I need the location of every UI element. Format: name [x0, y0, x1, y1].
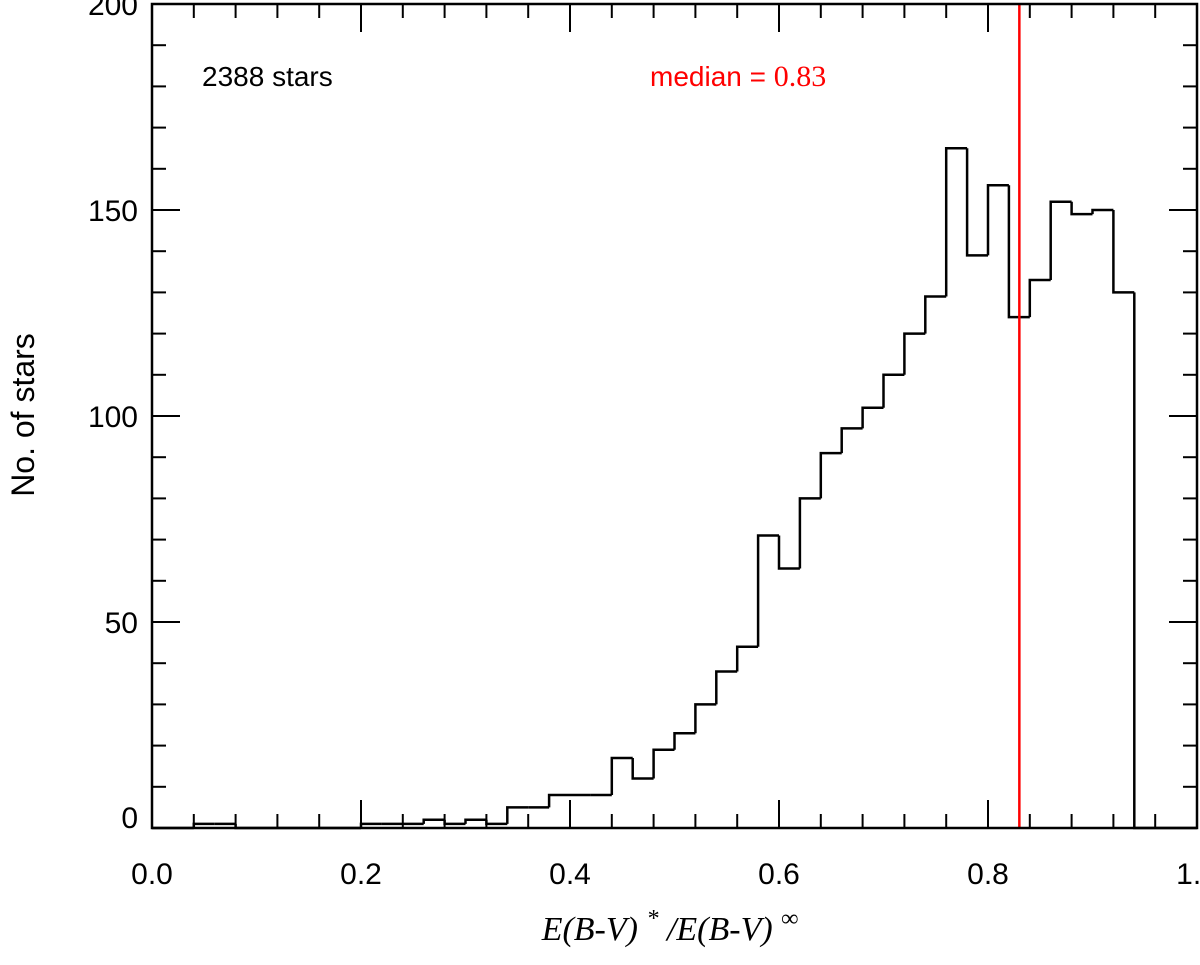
x-tick-labels: 0.0 0.2 0.4 0.6 0.8 1.0	[131, 858, 1200, 891]
x-tick-label: 0.6	[758, 858, 800, 891]
star-count-annotation: 2388 stars	[202, 61, 333, 92]
histogram-bin	[1133, 292, 1156, 830]
x-tick-label: 1.0	[1176, 858, 1200, 891]
median-label-text: median =	[650, 61, 774, 92]
histogram-bin	[924, 295, 947, 334]
histogram-bin	[882, 373, 905, 408]
histogram-bin	[1070, 201, 1093, 216]
histogram-bin	[694, 703, 717, 734]
x-axis-label-main: E(B-V)	[541, 911, 638, 948]
x-axis-label-sup2: ∞	[781, 906, 798, 932]
histogram-bin	[547, 793, 570, 808]
histogram-bin	[1112, 210, 1135, 294]
histogram-bars	[152, 146, 1197, 830]
histogram-bin	[965, 148, 988, 257]
histogram-bin	[986, 184, 1009, 256]
y-tick-labels: 0 50 100 150 200	[88, 0, 138, 835]
y-tick-label: 150	[88, 195, 138, 228]
y-tick-label: 100	[88, 401, 138, 434]
histogram-bin	[631, 757, 654, 780]
histogram-bin	[464, 818, 487, 824]
histogram-bin	[1049, 200, 1072, 281]
median-label: median = 0.83	[650, 60, 826, 93]
histogram-bin	[819, 451, 842, 499]
ticks-layer	[151, 3, 1198, 829]
histogram-bin	[652, 748, 675, 779]
x-axis-label-sup1: *	[646, 906, 658, 932]
histogram-bin	[192, 822, 215, 828]
histogram-bin	[485, 819, 508, 826]
median-label-value: 0.83	[774, 60, 827, 93]
y-tick-label: 50	[105, 607, 138, 640]
histogram-bin	[673, 731, 696, 750]
y-tick-label: 200	[88, 0, 138, 22]
y-tick-label: 0	[121, 802, 138, 835]
histogram-bin	[422, 818, 445, 824]
histogram-bin	[443, 819, 466, 826]
histogram-bin	[1007, 185, 1030, 319]
histogram-bin	[756, 534, 779, 647]
histogram-bin	[840, 427, 863, 454]
x-tick-label: 0.8	[967, 858, 1009, 891]
histogram-bin	[777, 535, 800, 570]
plot-frame	[150, 2, 1199, 830]
x-axis-label-sep: /E(B-V)	[665, 911, 773, 948]
histogram-bin	[1028, 278, 1051, 318]
histogram-bin	[359, 822, 382, 828]
histogram-bin	[944, 146, 968, 297]
y-axis-label: No. of stars	[5, 333, 41, 497]
histogram-bin	[610, 756, 633, 796]
histogram-bin	[506, 806, 529, 824]
x-tick-label: 0.0	[131, 858, 173, 891]
histogram-bin	[1091, 208, 1114, 215]
histogram-bin	[715, 670, 738, 705]
histogram-bin	[861, 406, 884, 429]
histogram-bin	[735, 645, 759, 672]
histogram-bin	[798, 497, 821, 569]
histogram-bin	[903, 332, 926, 375]
x-axis-label: E(B-V) * /E(B-V) ∞	[541, 897, 799, 948]
x-tick-label: 0.2	[340, 858, 382, 891]
x-tick-label: 0.4	[549, 858, 591, 891]
